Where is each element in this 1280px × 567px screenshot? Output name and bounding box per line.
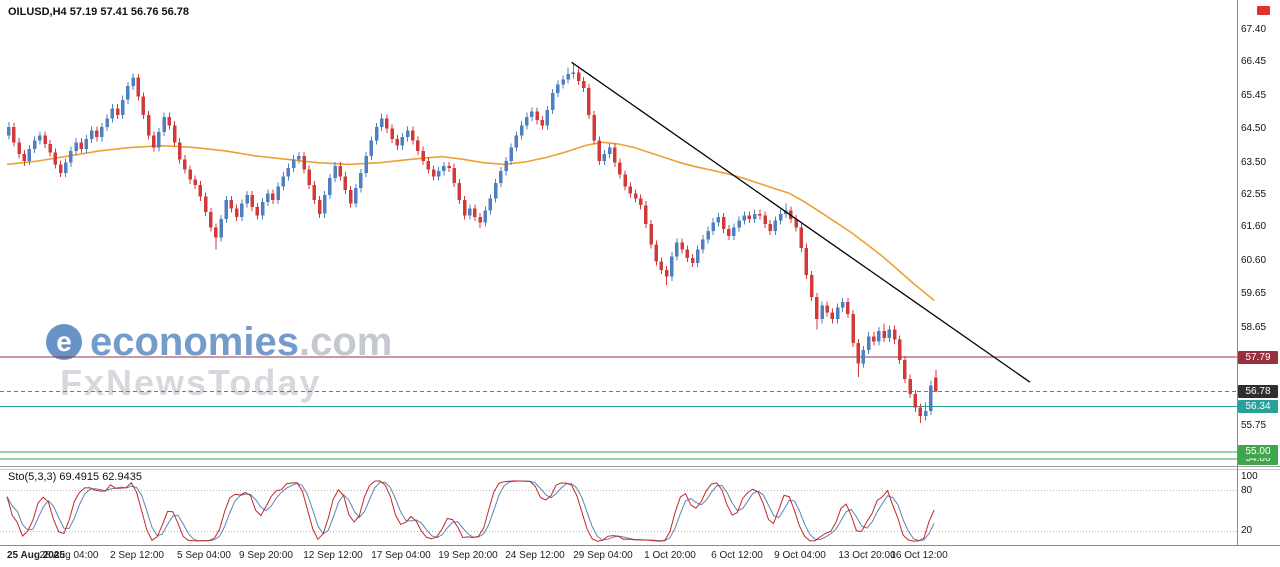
price-axis-label: 66.45 (1241, 56, 1267, 67)
time-axis-label: 9 Sep 20:00 (239, 550, 293, 561)
price-axis-badge: 56.78 (1238, 385, 1278, 398)
price-axis-label: 58.65 (1241, 322, 1267, 333)
time-axis-label: 5 Sep 04:00 (177, 550, 231, 561)
time-axis-label: 2 Sep 12:00 (110, 550, 164, 561)
price-axis-label: 55.75 (1241, 420, 1267, 431)
chart-title: OILUSD,H4 57.19 57.41 56.76 56.78 (8, 6, 189, 18)
price-axis-label: 67.40 (1241, 24, 1267, 35)
price-axis-label: 59.65 (1241, 288, 1267, 299)
stochastic-values: 69.4915 62.9435 (59, 471, 142, 483)
price-axis-badge: 55.00 (1238, 445, 1278, 458)
time-axis-label: 1 Oct 20:00 (644, 550, 696, 561)
price-axis-label: 65.45 (1241, 90, 1267, 101)
stochastic-name: Sto(5,3,3) (8, 471, 57, 483)
stoch-axis-label: 20 (1241, 525, 1253, 536)
pane-separator-inner (0, 469, 1280, 470)
time-axis-label: 29 Sep 04:00 (573, 550, 633, 561)
time-axis-label: 6 Oct 12:00 (711, 550, 763, 561)
time-axis-label: 28 Aug 04:00 (39, 550, 99, 561)
chart-ohlc-values: 57.19 57.41 56.76 56.78 (69, 6, 190, 18)
time-axis-label: 12 Sep 12:00 (303, 550, 363, 561)
price-axis-label: 64.50 (1241, 123, 1267, 134)
time-axis-label: 24 Sep 12:00 (505, 550, 565, 561)
time-axis-separator (0, 545, 1280, 546)
time-axis-label: 19 Sep 20:00 (438, 550, 498, 561)
price-axis-label: 63.50 (1241, 157, 1267, 168)
stoch-axis-label: 100 (1241, 471, 1258, 482)
candles (7, 63, 938, 423)
stochastic-signal-line (6, 480, 935, 542)
price-axis-label: 62.55 (1241, 189, 1267, 200)
price-axis-separator (1237, 0, 1238, 546)
time-axis-label: 25 Aug 2025 (7, 550, 65, 561)
time-axis-label: 9 Oct 04:00 (774, 550, 826, 561)
stochastic-main-line (6, 480, 935, 542)
moving-average-line (6, 141, 935, 302)
descending-trendline[interactable] (571, 61, 1031, 383)
red-marker-icon[interactable] (1257, 6, 1270, 15)
economies-logo-icon: e (46, 324, 82, 360)
pane-separator[interactable] (0, 466, 1280, 467)
price-chart-canvas[interactable] (0, 0, 1237, 466)
chart-symbol: OILUSD,H4 (8, 6, 67, 18)
price-axis-label: 61.60 (1241, 221, 1267, 232)
watermark-subbrand: FxNewsToday (60, 362, 322, 403)
price-axis-badge: 56.34 (1238, 400, 1278, 413)
stoch-axis-label: 80 (1241, 485, 1253, 496)
time-axis-label: 13 Oct 20:00 (838, 550, 896, 561)
stochastic-label: Sto(5,3,3) 69.4915 62.9435 (8, 471, 142, 483)
time-axis-label: 17 Sep 04:00 (371, 550, 431, 561)
stochastic-panel-canvas[interactable] (0, 470, 1237, 545)
price-axis-label: 60.60 (1241, 255, 1267, 266)
time-axis-label: 16 Oct 12:00 (890, 550, 948, 561)
price-axis-badge: 57.79 (1238, 351, 1278, 364)
